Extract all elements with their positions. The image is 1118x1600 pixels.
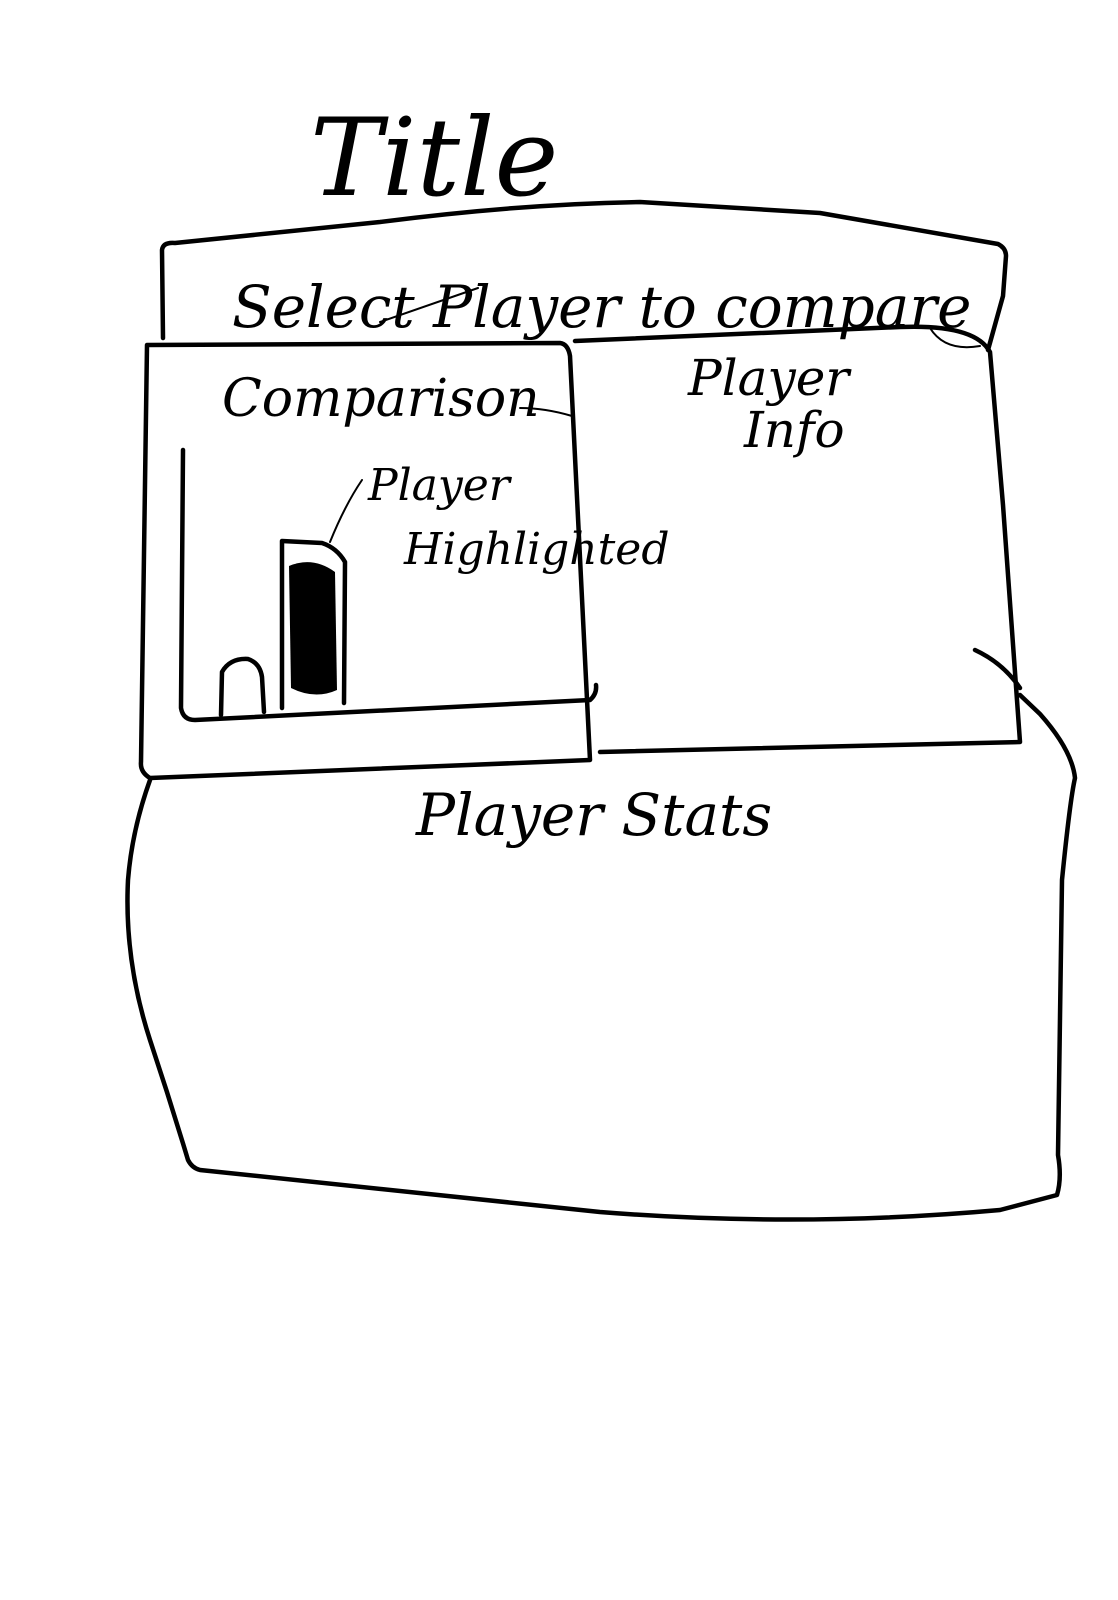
highlight-label-line: Player: [367, 460, 513, 511]
player-stats-panel: [125, 692, 1078, 1222]
comparison-chart-area: [178, 447, 599, 723]
page-title: Title: [310, 96, 558, 221]
select-underline: [379, 287, 479, 323]
info-panel-flap: [972, 647, 1023, 691]
chart-bar-highlighted-scribble: [289, 562, 337, 695]
chart-bar-highlighted: [279, 538, 348, 711]
player-info-label-line1: Player: [687, 349, 852, 407]
highlight-label: Player Highlighted: [367, 460, 669, 575]
comparison-panel: [138, 340, 593, 781]
player-stats-label: Player Stats: [415, 781, 772, 849]
highlight-callout-line: [329, 479, 363, 543]
highlight-label-line: Highlighted: [403, 524, 669, 575]
comparison-label: Comparison: [222, 369, 540, 429]
comparison-tail: [519, 407, 573, 417]
player-info-label-line2: Info: [743, 401, 845, 459]
compare-callout-hook: [929, 327, 981, 349]
player-info-panel: [572, 324, 1023, 755]
player-select-box[interactable]: [159, 199, 1009, 353]
chart-bar-other: [218, 656, 267, 718]
